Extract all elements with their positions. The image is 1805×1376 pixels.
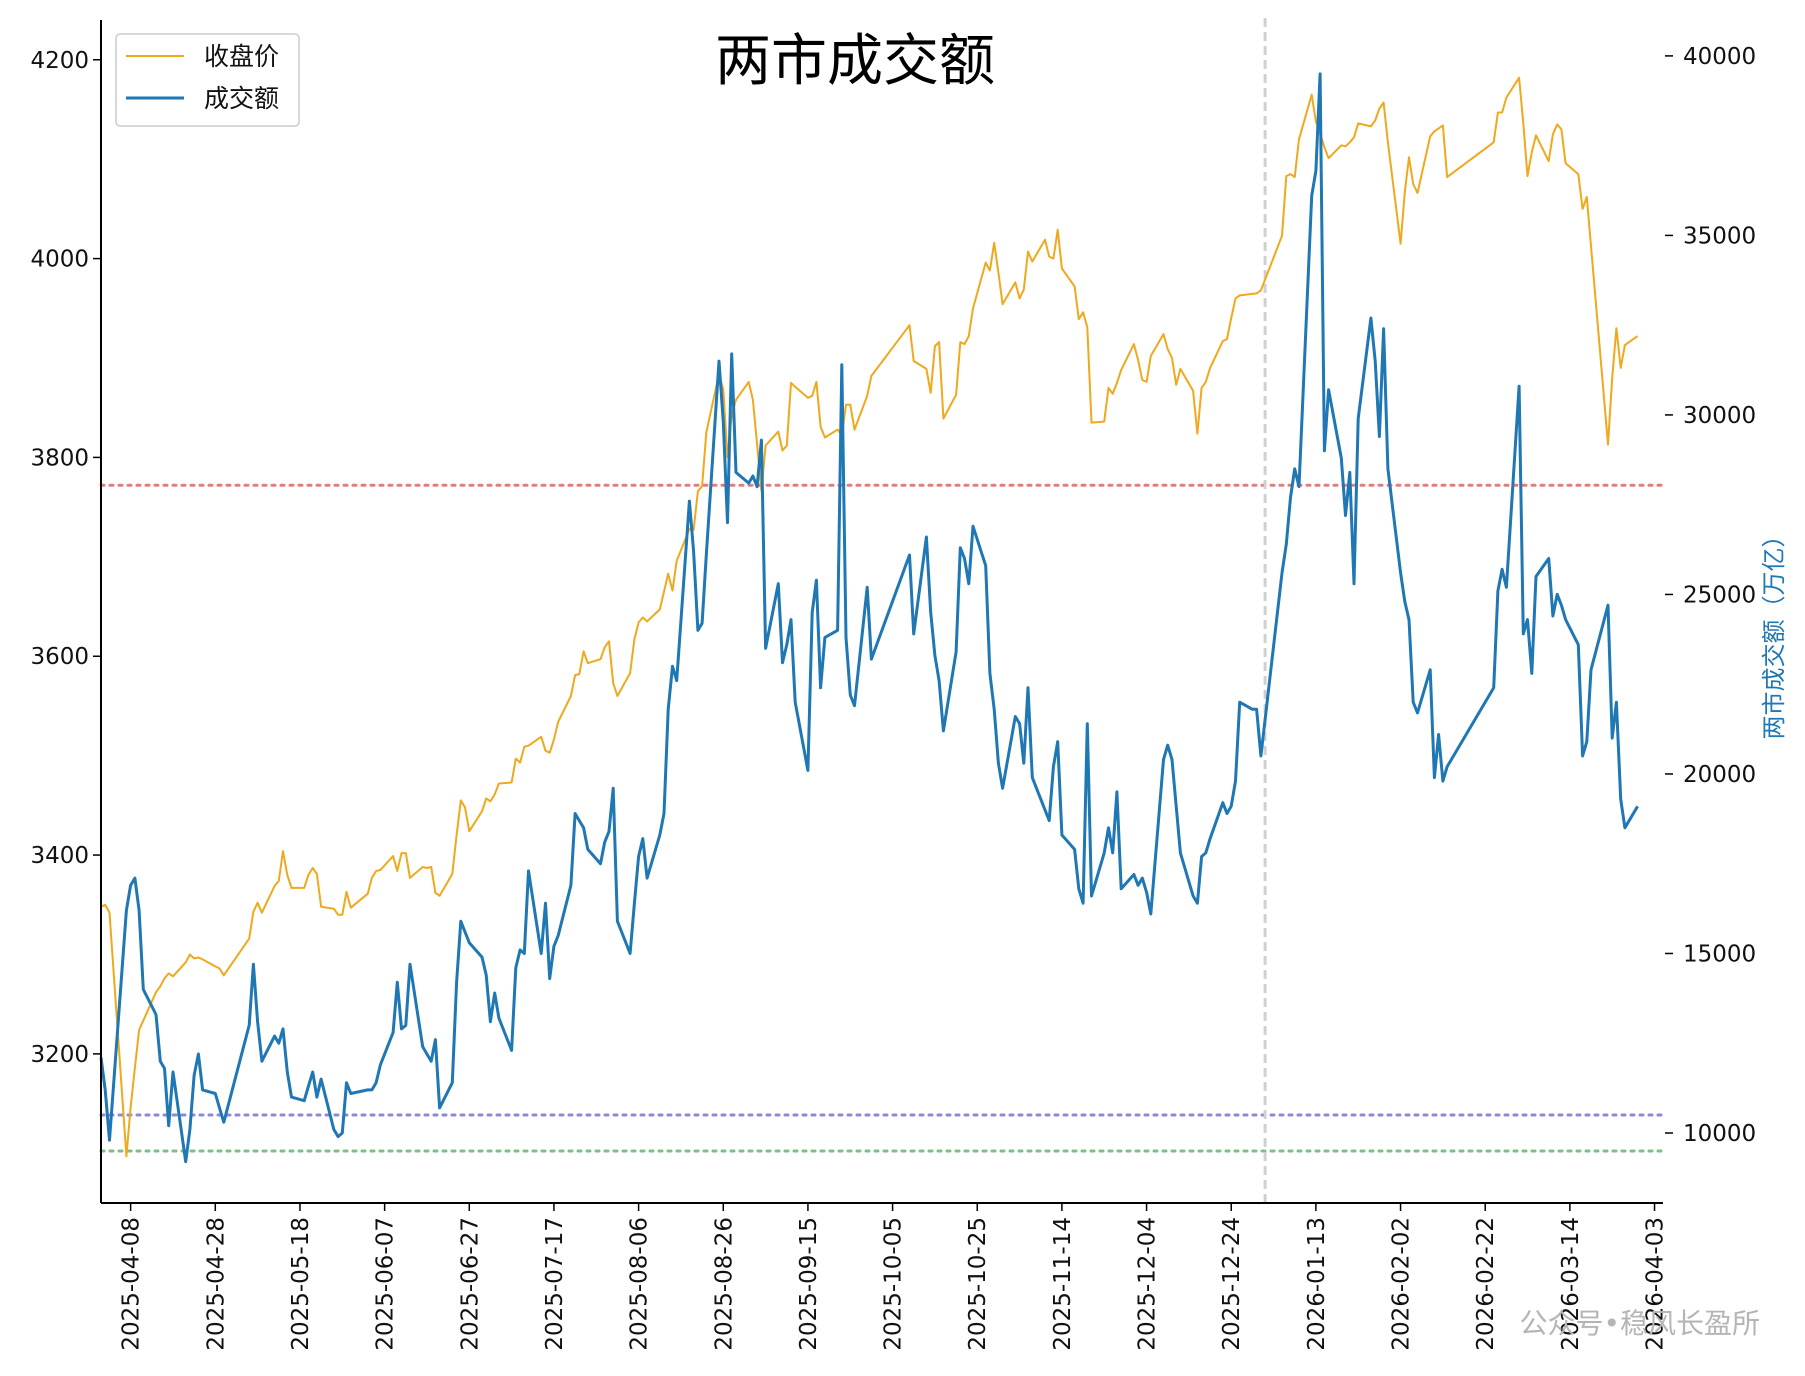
right-tick-label: 15000: [1683, 941, 1756, 967]
x-tick-label: 2025-09-15: [796, 1217, 822, 1351]
left-tick-label: 3600: [30, 644, 89, 670]
legend-label-volume: 成交额: [204, 84, 279, 113]
left-tick-label: 3800: [30, 445, 89, 471]
x-tick-label: 2025-04-08: [119, 1217, 145, 1351]
x-tick-label: 2025-11-14: [1050, 1217, 1076, 1351]
right-tick-label: 30000: [1683, 403, 1756, 429]
x-tick-label: 2025-12-04: [1135, 1217, 1161, 1351]
left-tick-label: 3200: [30, 1042, 89, 1068]
right-tick-label: 20000: [1683, 762, 1756, 788]
x-tick-label: 2025-07-17: [542, 1217, 568, 1351]
left-tick-label: 4000: [30, 247, 89, 273]
chart-title: 两市成交额: [715, 29, 995, 94]
x-tick-label: 2026-04-03: [1643, 1217, 1669, 1351]
x-tick-label: 2025-08-06: [627, 1217, 653, 1351]
x-axis-ticks: 2025-04-08 2025-04-28 2025-05-18 2025-06-07…: [119, 1203, 1669, 1351]
left-axis-ticks: 3200 3400 3600 3800 4000 4200: [30, 48, 101, 1068]
right-tick-label: 10000: [1683, 1121, 1756, 1147]
x-tick-label: 2025-08-26: [711, 1217, 737, 1351]
x-tick-label: 2025-05-18: [288, 1217, 314, 1351]
legend: 收盘价 成交额: [115, 33, 300, 127]
x-tick-label: 2025-12-24: [1219, 1217, 1245, 1351]
legend-label-price: 收盘价: [204, 42, 279, 71]
x-tick-label: 2026-02-22: [1473, 1217, 1499, 1351]
x-tick-label: 2025-06-07: [373, 1217, 399, 1351]
x-tick-label: 2025-06-27: [457, 1217, 483, 1351]
y-axis-label-right: 两市成交额（万亿）: [1760, 524, 1788, 740]
x-tick-label: 2026-01-13: [1304, 1217, 1330, 1351]
axes: [100, 20, 1663, 1204]
reference-lines: [99, 18, 1665, 1203]
x-tick-label: 2026-03-14: [1558, 1217, 1584, 1351]
series-line-volume: [99, 72, 1639, 1164]
right-axis-ticks: 10000 15000 20000 25000 30000 35000 40000: [1665, 44, 1756, 1147]
x-tick-label: 2025-10-05: [881, 1217, 907, 1351]
x-tick-label: 2026-02-02: [1389, 1217, 1415, 1351]
right-tick-label: 35000: [1683, 223, 1756, 249]
right-tick-label: 40000: [1683, 44, 1756, 70]
right-tick-label: 25000: [1683, 582, 1756, 608]
left-tick-label: 4200: [30, 48, 89, 74]
x-tick-label: 2025-04-28: [203, 1217, 229, 1351]
series-line-price: [100, 76, 1639, 1158]
series-lines: [99, 72, 1639, 1164]
x-tick-label: 2025-10-25: [965, 1217, 991, 1351]
left-tick-label: 3400: [30, 843, 89, 869]
watermark: 公众号•稳风长盈所: [1519, 1307, 1760, 1340]
